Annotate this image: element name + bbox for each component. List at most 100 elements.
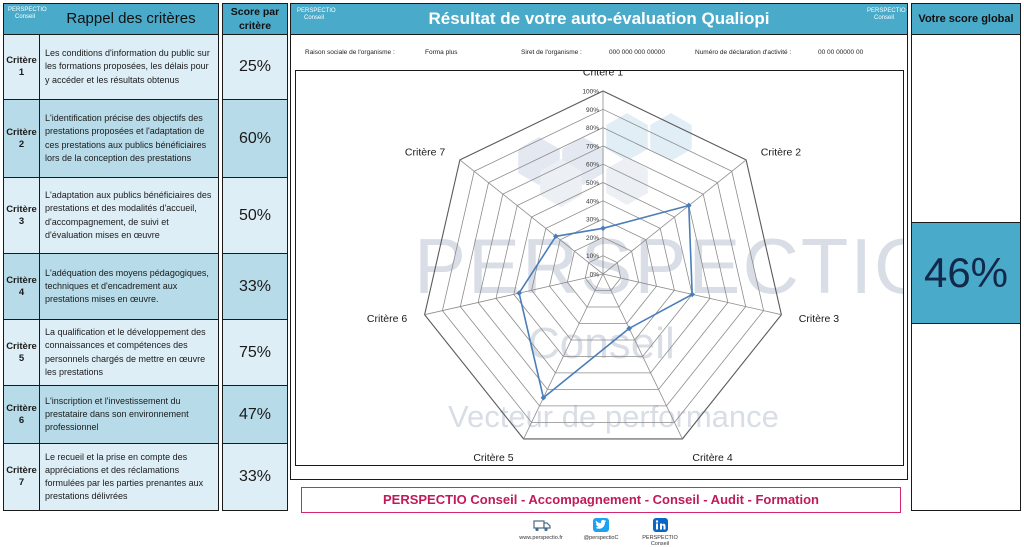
twitter-icon [593,518,609,532]
criteria-table-title: Rappel des critères [66,10,196,27]
radar-tick-label: 40% [586,198,599,205]
website-link[interactable]: www.perspectio.fr [519,535,563,541]
radar-grid-ring [424,90,782,440]
radar-tick-label: 100% [582,89,599,96]
criteria-table: PERSPECTIO Conseil Rappel des critères C… [3,3,219,511]
criteria-score: 75% [223,320,287,386]
radar-tick-label: 0% [590,272,600,279]
criteria-score: 47% [223,386,287,444]
radar-grid-ring [495,163,711,374]
radar-series [516,202,696,401]
criteria-description: La qualification et le développement des… [45,327,206,377]
logo-sub: Conseil [303,14,324,21]
criteria-number: Critère 5 [4,320,40,385]
radar-series-line [518,204,694,399]
radar-category-labels: Critère 1 Critère 2 Critère 3 Critère 4 Crit… [367,71,839,464]
criteria-row: Critère 7 Le recueil et la prise en compt… [4,444,218,510]
global-score-panel: Votre score global 46% [911,3,1021,511]
radar-tick-label: 90% [586,107,599,114]
raison-sociale-value: Forma plus [425,49,458,56]
siret-label: Siret de l'organisme : [521,49,582,56]
main-title: Résultat de votre auto-évaluation Qualio… [428,9,770,28]
criteria-score: 33% [223,444,287,510]
criteria-description: L'adéquation des moyens pédagogiques, te… [45,267,209,305]
raison-sociale-label: Raison sociale de l'organisme : [305,49,395,56]
criteria-score: 60% [223,100,287,178]
watermark-hexagon [606,113,648,161]
logo-name: PERSPECTIO [867,8,906,14]
main-header: PERSPECTIO Conseil Résultat de votre aut… [291,4,907,35]
radar-tick-label: 30% [586,217,599,224]
criteria-row: Critère 2 L'identification précise des ob… [4,100,218,178]
footer-linkedin[interactable]: PERSPECTIO Conseil [634,518,686,547]
criteria-description: L'identification précise des objectifs d… [45,113,207,163]
radar-tick-label: 80% [586,125,599,132]
radar-tick-label: 70% [586,143,599,150]
perspectio-logo-left: PERSPECTIO Conseil [297,8,336,21]
footer-twitter[interactable]: @perspectioC [578,518,624,541]
criteria-description: L'inscription et l'investissement du pre… [45,395,189,433]
radar-chart-frame: PERSPECTIO Conseil Vecteur de performanc… [295,70,904,466]
criteria-row: Critère 5 La qualification et le développ… [4,320,218,386]
radar-category-label: Critère 4 [692,452,732,464]
criteria-number: Critère 7 [4,444,40,510]
criteria-table-header: PERSPECTIO Conseil Rappel des critères [4,4,218,35]
criteria-number: Critère 6 [4,386,40,443]
radar-tick-label: 50% [586,180,599,187]
radar-category-label: Critère 3 [799,313,839,325]
declaration-value: 00 00 00000 00 [818,49,864,56]
linkedin-name[interactable]: PERSPECTIO Conseil [642,535,678,547]
footer-website[interactable]: www.perspectio.fr [516,518,566,541]
criteria-description: Le recueil et la prise en compte des app… [45,451,204,502]
global-score-value: 46% [912,222,1020,324]
radar-spoke [424,273,604,316]
score-column-header: Score par critère [223,4,287,35]
radar-category-label: Critère 2 [761,146,801,158]
global-score-title: Votre score global [912,4,1020,35]
criteria-score: 50% [223,178,287,254]
criteria-number: Critère 1 [4,35,40,99]
radar-category-label: Critère 1 [583,71,623,78]
twitter-handle[interactable]: @perspectioC [583,535,619,541]
watermark-hexagon [650,113,692,161]
radar-category-label: Critère 5 [473,452,513,464]
radar-data-point [540,394,547,401]
criteria-number: Critère 4 [4,254,40,319]
radar-grid [424,90,782,440]
services-banner: PERSPECTIO Conseil - Accompagnement - Co… [301,487,901,513]
radar-grid-ring [477,145,729,390]
radar-grid-ring [566,236,640,308]
radar-category-label: Critère 7 [405,146,445,158]
siret-value: 000 000 000 00000 [609,49,666,56]
radar-data-point [626,325,633,332]
radar-data-point [689,291,696,298]
criteria-description: L'adaptation aux publics bénéficiaires d… [45,190,212,240]
radar-data-point [516,290,522,296]
radar-grid-ring [513,182,693,357]
criteria-row: Critère 6 L'inscription et l'investisseme… [4,386,218,444]
radar-grid-ring [531,200,675,341]
criteria-number: Critère 3 [4,178,40,253]
criteria-number: Critère 2 [4,100,40,177]
radar-data-point [600,225,606,232]
radar-data-point [685,202,692,209]
radar-grid-ring [441,108,765,423]
radar-grid-ring [549,218,657,324]
perspectio-logo-right: PERSPECTIO Conseil [867,8,906,21]
radar-spoke [459,159,604,275]
radar-category-label: Critère 6 [367,313,407,325]
logo-sub: Conseil [873,14,894,21]
perspectio-logo: PERSPECTIO Conseil [8,7,47,20]
watermark-hexagon [606,157,648,205]
criteria-row: Critère 3 L'adaptation aux publics bénéfi… [4,178,218,254]
radar-spoke [602,159,747,275]
radar-chart: 0% 10% 20% 30% 40% 50% 60% 70% 80% 90% 100% Critèr… [367,71,839,464]
logo-name: PERSPECTIO [8,7,47,13]
linkedin-icon [652,518,668,532]
score-column: Score par critère 25% 60% 50% 33% 75% 47% 33% [222,3,288,511]
criteria-row: Critère 4 L'adéquation des moyens pédagog… [4,254,218,320]
declaration-label: Numéro de déclaration d'activité : [695,49,792,56]
criteria-score: 33% [223,254,287,320]
radar-tick-label: 20% [586,235,599,242]
radar-tick-label: 10% [586,253,599,260]
